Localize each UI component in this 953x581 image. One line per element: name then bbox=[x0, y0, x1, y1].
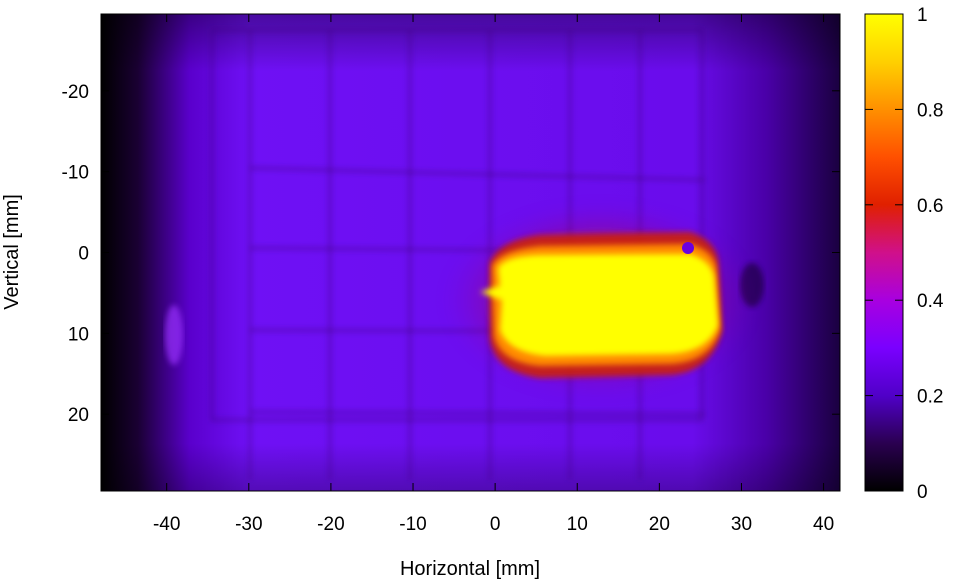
colorbar-ticks: 0 0.2 0.4 0.6 0.8 1 bbox=[865, 5, 944, 503]
x-tick-label: 0 bbox=[490, 514, 501, 535]
colorbar-tick-label: 0 bbox=[917, 482, 928, 503]
y-tick-label: -20 bbox=[62, 82, 89, 103]
beam-notch bbox=[682, 242, 694, 254]
x-tick-label: 10 bbox=[567, 514, 588, 535]
heatmap-left-feature bbox=[165, 305, 183, 365]
beam-core bbox=[480, 254, 718, 356]
y-tick-label: 0 bbox=[78, 244, 89, 265]
plot-axes: -40 -30 -20 -10 0 10 20 30 40 -20 -10 0 10 20 bbox=[62, 13, 841, 535]
x-tick-label: -20 bbox=[317, 514, 344, 535]
colorbar-tick-label: 0.8 bbox=[917, 100, 943, 121]
colorbar-tick-label: 0.4 bbox=[917, 291, 944, 312]
colorbar-tick-label: 0.6 bbox=[917, 196, 943, 217]
x-tick-label: 20 bbox=[649, 514, 670, 535]
heatmap-image bbox=[101, 14, 840, 491]
y-axis-title: Vertical [mm] bbox=[1, 194, 23, 310]
y-tick-label: -10 bbox=[62, 163, 89, 184]
colorbar-tick-label: 0.2 bbox=[917, 387, 943, 408]
y-tick-label: 10 bbox=[68, 324, 89, 345]
x-tick-label: -30 bbox=[235, 514, 262, 535]
x-tick-label: -40 bbox=[153, 514, 180, 535]
x-tick-label: -10 bbox=[399, 514, 426, 535]
colorbar-tick-label: 1 bbox=[917, 5, 928, 26]
x-tick-label: 30 bbox=[731, 514, 752, 535]
colorbar bbox=[864, 13, 904, 492]
x-tick-label: 40 bbox=[813, 514, 834, 535]
y-tick-label: 20 bbox=[68, 405, 89, 426]
x-axis-title: Horizontal [mm] bbox=[400, 558, 540, 580]
